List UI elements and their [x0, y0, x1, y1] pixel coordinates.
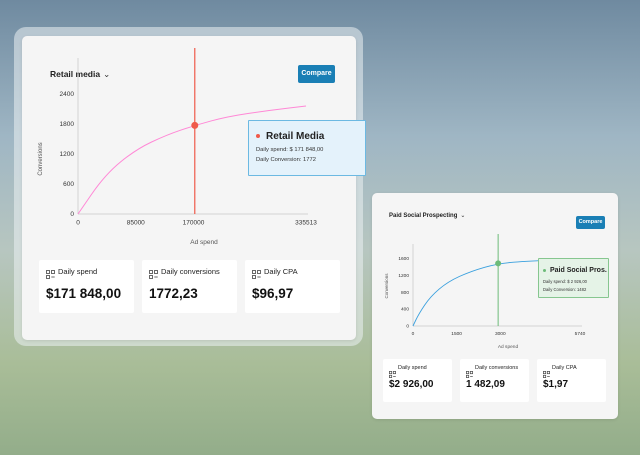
metric-grid-icon: [466, 365, 473, 383]
series-dot-icon: [543, 268, 546, 272]
x-tick-label: 335513: [295, 220, 317, 227]
x-tick-label: 3000: [495, 331, 506, 337]
metric-grid-icon: [149, 266, 158, 284]
highlight-point: [495, 260, 502, 267]
tooltip-title: Paid Social Pros.: [550, 267, 607, 274]
y-axis-title: Conversions: [38, 142, 44, 175]
channel-selector[interactable]: Paid Social Prospecting ⌄: [389, 212, 465, 219]
y-tick-label: 1200: [60, 151, 75, 158]
metric-value: $2 926,00: [389, 379, 434, 390]
tooltip-daily-spend: Daily spend: $ 171 848,00: [256, 147, 324, 153]
spend-conversion-chart: Conversions Ad spend 0 400 800 1200 1600 0 150…: [384, 234, 586, 350]
x-tick-label: 85000: [127, 220, 145, 227]
chart-tooltip: Paid Social Pros. Daily spend: $ 2 926,0…: [538, 258, 609, 298]
metric-grid-icon: [46, 266, 55, 284]
tooltip-daily-conversion: Daily Conversion: 1772: [256, 157, 316, 163]
y-tick-label: 800: [401, 290, 409, 296]
metric-card-daily-conversions: Daily conversions 1 482,09: [460, 359, 529, 402]
y-tick-label: 0: [70, 211, 74, 218]
metric-value: 1772,23: [149, 286, 198, 301]
metric-label: Daily conversions: [161, 267, 220, 276]
metric-card-daily-spend: Daily spend $171 848,00: [39, 260, 134, 313]
metric-card-daily-cpa: Daily CPA $96,97: [245, 260, 340, 313]
metric-label: Daily spend: [398, 365, 427, 371]
series-line: [77, 105, 307, 215]
chevron-down-icon: ⌄: [460, 213, 466, 219]
metric-grid-icon: [389, 365, 396, 383]
spend-conversion-chart: Conversions Ad spend 0 600 1200 1800 2400 0 85…: [38, 48, 317, 246]
retail-media-panel: Retail media ⌄ Compare Conversions Ad spe…: [22, 36, 366, 340]
tooltip-daily-conversion: Daily Conversion: 1482: [543, 287, 587, 292]
compare-button[interactable]: Compare: [298, 65, 335, 83]
metric-grid-icon: [252, 266, 261, 284]
metric-card-daily-conversions: Daily conversions 1772,23: [142, 260, 237, 313]
highlight-point: [191, 121, 199, 129]
y-tick-label: 0: [406, 324, 409, 330]
chevron-down-icon: ⌄: [103, 69, 111, 79]
channel-selector-label: Paid Social Prospecting: [389, 213, 458, 219]
paid-social-panel: Paid Social Prospecting ⌄ Compare Convers…: [372, 193, 618, 419]
channel-selector-label: Retail media: [50, 69, 101, 79]
metric-label: Daily CPA: [264, 267, 298, 276]
metric-card-daily-cpa: Daily CPA $1,97: [537, 359, 606, 402]
metric-grid-icon: [543, 365, 550, 383]
compare-button[interactable]: Compare: [576, 216, 605, 229]
metric-label: Daily conversions: [475, 365, 519, 371]
x-tick-label: 0: [76, 220, 80, 227]
metric-value: $171 848,00: [46, 286, 122, 301]
metric-card-daily-spend: Daily spend $2 926,00: [383, 359, 452, 402]
tooltip-title: Retail Media: [266, 131, 325, 142]
x-tick-label: 0: [412, 331, 415, 337]
y-tick-label: 600: [63, 181, 74, 188]
x-tick-label: 170000: [183, 220, 205, 227]
y-tick-label: 1200: [398, 273, 409, 279]
metric-value: $1,97: [543, 379, 569, 390]
y-tick-label: 1800: [60, 121, 75, 128]
metric-value: $96,97: [252, 286, 294, 301]
y-tick-label: 400: [401, 307, 409, 313]
x-axis-title: Ad spend: [190, 239, 218, 246]
chart-tooltip: Retail Media Daily spend: $ 171 848,00 D…: [248, 120, 366, 176]
y-tick-label: 2400: [60, 91, 75, 98]
series-dot-icon: [256, 134, 260, 139]
metric-label: Daily CPA: [552, 365, 577, 371]
x-tick-label: 5740: [575, 331, 586, 337]
channel-selector[interactable]: Retail media ⌄: [50, 69, 110, 80]
metric-value: 1 482,09: [466, 379, 505, 390]
y-axis-title: Conversions: [384, 273, 389, 299]
y-tick-label: 1600: [398, 256, 409, 262]
x-axis-title: Ad spend: [498, 344, 519, 350]
tooltip-daily-spend: Daily spend: $ 2 926,00: [543, 279, 587, 284]
metric-label: Daily spend: [58, 267, 98, 276]
x-tick-label: 1500: [451, 331, 462, 337]
